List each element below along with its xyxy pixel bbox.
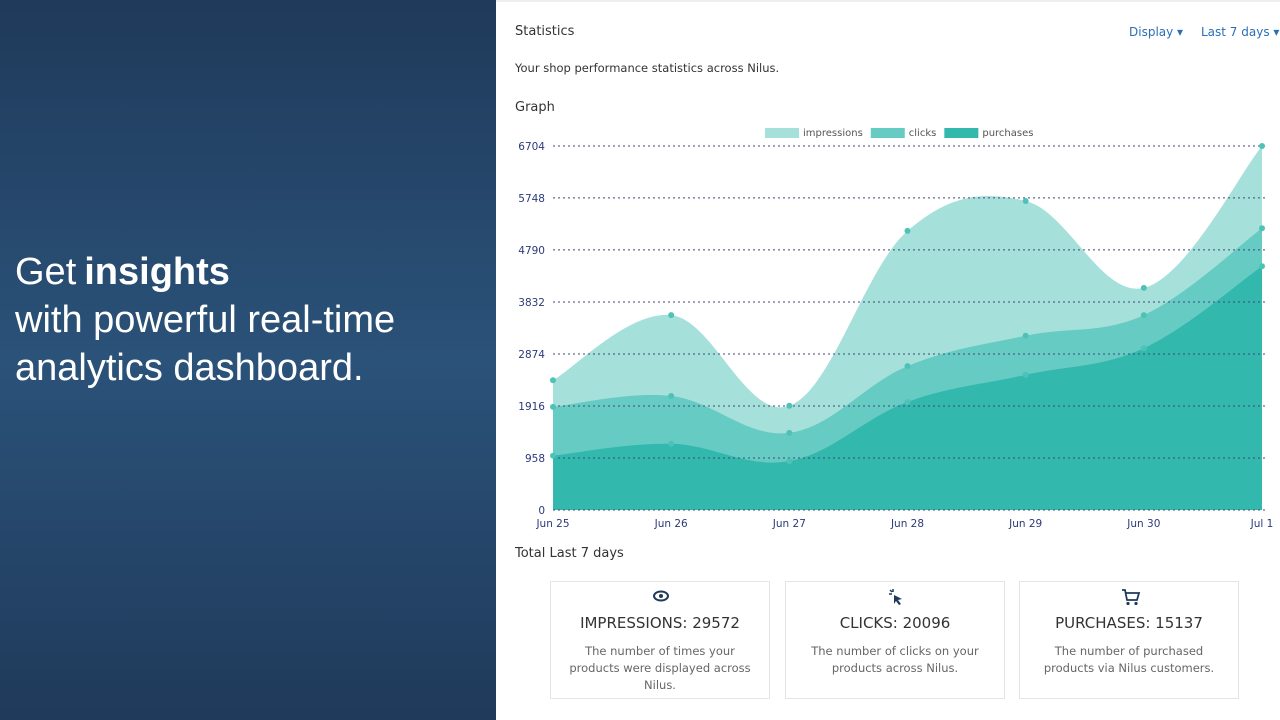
hero-lead: Get (15, 251, 77, 293)
x-tick-label: Jun 28 (890, 518, 924, 530)
hero-line: Get insights (15, 248, 395, 296)
eye-icon (653, 590, 669, 602)
point (1140, 312, 1147, 319)
card-title: IMPRESSIONS: 29572 (580, 614, 740, 632)
x-tick-label: Jun 27 (772, 518, 806, 530)
hero: Get insights with powerful real-time anal… (0, 0, 496, 720)
point (668, 440, 675, 447)
point (668, 392, 675, 399)
point (1022, 198, 1029, 205)
panel-title: Statistics (515, 24, 575, 39)
y-tick-label: 0 (538, 505, 545, 517)
y-tick-label: 4790 (518, 245, 545, 257)
card-description: The number of clicks on your products ac… (811, 644, 979, 675)
point (904, 398, 911, 405)
hero-line: with powerful real-time (15, 299, 396, 341)
display-dropdown[interactable]: Display ▾ (1129, 25, 1184, 39)
hero-text: Get insights with powerful real-time anal… (15, 248, 395, 392)
point (1259, 263, 1265, 270)
legend-swatch (765, 128, 799, 138)
range-dropdown[interactable]: Last 7 days ▾ (1201, 25, 1280, 39)
x-tick-label: Jun 25 (535, 518, 569, 530)
point (1259, 143, 1265, 149)
card: CLICKS: 20096 The number of clicks on yo… (785, 581, 1005, 699)
point (786, 429, 793, 436)
legend-label: clicks (909, 128, 937, 139)
y-tick-label: 3832 (518, 297, 545, 309)
point (904, 227, 911, 234)
x-tick-label: Jun 30 (1126, 518, 1160, 530)
point (786, 402, 793, 409)
y-tick-label: 1916 (518, 401, 545, 413)
point (668, 312, 675, 319)
y-tick-label: 958 (525, 453, 545, 465)
range-label[interactable]: Last 7 days (1201, 25, 1270, 39)
point (1022, 371, 1029, 378)
point (550, 452, 556, 459)
point (1259, 225, 1265, 232)
legend-label: purchases (982, 128, 1033, 139)
point (1022, 332, 1029, 339)
x-tick-label: Jun 29 (1008, 518, 1042, 530)
point (550, 403, 556, 410)
cart-icon (1122, 589, 1141, 606)
card: PURCHASES: 15137 The number of purchased… (1019, 581, 1239, 699)
click-icon (889, 589, 902, 605)
panel-subtitle: Your shop performance statistics across … (515, 61, 780, 75)
chart: impressions clicks purchases 0 958 1916 2874 38… (518, 128, 1274, 530)
point (786, 458, 793, 465)
point (1140, 284, 1147, 291)
hero-bold: insights (84, 251, 230, 293)
y-tick-label: 6704 (518, 141, 545, 153)
point (550, 377, 556, 384)
display-label[interactable]: Display (1129, 25, 1174, 39)
card-description: The number of times your products were d… (569, 644, 751, 692)
point (904, 363, 911, 370)
x-tick-label: Jun 26 (654, 518, 688, 530)
graph-title: Graph (515, 100, 555, 115)
card-title: CLICKS: 20096 (839, 614, 951, 632)
legend-swatch (944, 128, 979, 138)
card-title: PURCHASES: 15137 (1055, 614, 1203, 632)
y-tick-label: 5748 (518, 193, 545, 205)
card: IMPRESSIONS: 29572 The number of times y… (550, 581, 770, 699)
legend-swatch (870, 128, 905, 138)
hero-line: analytics dashboard. (15, 347, 364, 389)
area (553, 266, 1262, 510)
y-tick-label: 2874 (518, 349, 545, 361)
legend-label: impressions (803, 128, 863, 139)
total-title: Total Last 7 days (515, 546, 624, 561)
card-description: The number of purchased products via Nil… (1043, 644, 1215, 675)
x-tick-label: Jul 1 (1250, 518, 1274, 530)
point (1140, 345, 1147, 352)
